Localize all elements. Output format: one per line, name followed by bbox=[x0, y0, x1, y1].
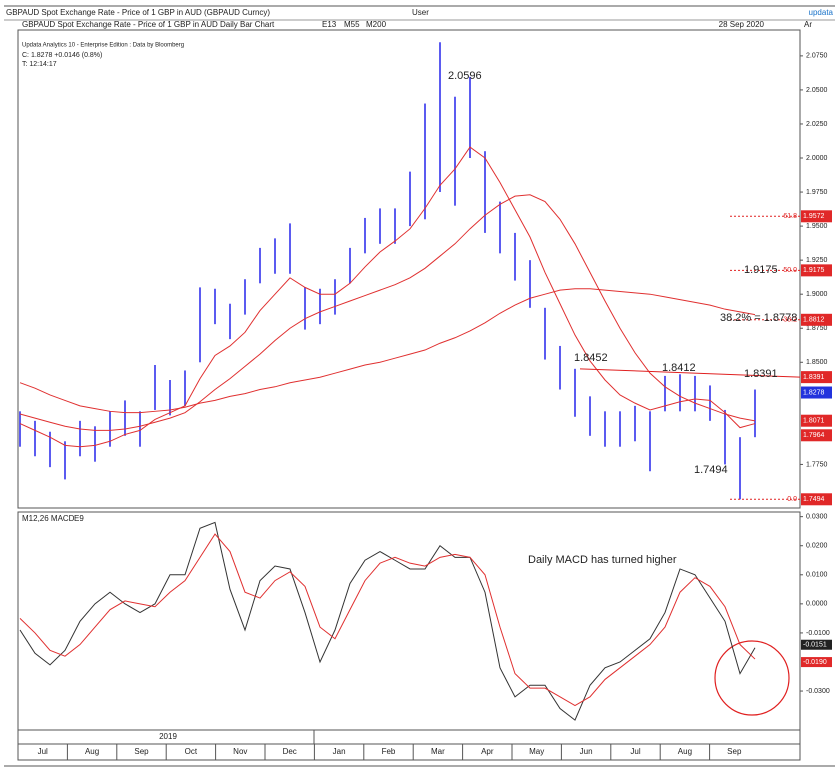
y-tick-label: -0.0100 bbox=[806, 630, 830, 637]
y-tick-label: 2.0250 bbox=[806, 121, 828, 128]
x-tick-label: Feb bbox=[382, 747, 396, 756]
macd-title: M12,26 MACD bbox=[22, 514, 75, 523]
fib-level: 38.2 bbox=[783, 317, 797, 324]
y-tick-label: 1.9500 bbox=[806, 223, 828, 230]
info-line: C: 1.8278 +0.0146 (0.8%) bbox=[22, 52, 102, 59]
y-tick-label: 0.0000 bbox=[806, 601, 828, 608]
x-tick-label: Nov bbox=[233, 747, 247, 756]
x-tick-label: Jul bbox=[38, 747, 48, 756]
x-tick-label: Jan bbox=[333, 747, 346, 756]
price-label-box bbox=[801, 313, 832, 326]
x-tick-label: Sep bbox=[134, 747, 149, 756]
price-label: 1.8278 bbox=[803, 389, 825, 396]
y-tick-label: 1.9250 bbox=[806, 257, 828, 264]
scale-type: Ar bbox=[804, 20, 812, 29]
y-tick-label: 2.0000 bbox=[806, 155, 828, 162]
y-tick-label: 1.9000 bbox=[806, 291, 828, 298]
chart-date: 28 Sep 2020 bbox=[719, 20, 765, 29]
value-label-box bbox=[801, 657, 832, 668]
y-tick-label: -0.0300 bbox=[806, 688, 830, 695]
annotation: 1.8452 bbox=[574, 352, 608, 364]
annotation: 2.0596 bbox=[448, 70, 482, 82]
price-label: 1.8391 bbox=[803, 374, 825, 381]
fib-level: 50.0 bbox=[783, 267, 797, 274]
moving-average bbox=[19, 288, 756, 414]
x-tick-label: Aug bbox=[678, 747, 692, 756]
annotation: 1.8391 bbox=[744, 368, 778, 380]
price-label-box bbox=[801, 371, 832, 384]
moving-average bbox=[19, 194, 756, 431]
price-label-box bbox=[801, 493, 832, 506]
x-tick-label: Apr bbox=[481, 747, 494, 756]
price-label: 1.9572 bbox=[803, 213, 825, 220]
y-tick-label: 1.7750 bbox=[806, 461, 828, 468]
main-panel bbox=[17, 29, 801, 509]
chart-title: GBPAUD Spot Exchange Rate - Price of 1 G… bbox=[22, 20, 275, 29]
y-tick-label: 0.0200 bbox=[806, 543, 828, 550]
legend-signal: E9 bbox=[74, 514, 84, 523]
highlight-circle bbox=[714, 640, 790, 716]
moving-average bbox=[19, 146, 756, 448]
x-tick-label: Dec bbox=[283, 747, 297, 756]
header-user: User bbox=[412, 8, 429, 17]
price-label: 1.8071 bbox=[803, 418, 825, 425]
macd-line bbox=[19, 533, 756, 707]
value-label-box bbox=[801, 639, 832, 650]
annotation: 38.2% = 1.8778 bbox=[720, 312, 797, 324]
legend-label: M200 bbox=[366, 20, 387, 29]
info-line: Updata Analytics 10 - Enterprise Edition… bbox=[22, 43, 184, 49]
x-tick-label: Sep bbox=[727, 747, 742, 756]
price-label-box bbox=[801, 386, 832, 399]
annotation: 1.8412 bbox=[662, 362, 696, 374]
price-label-box bbox=[801, 429, 832, 442]
legend-label: E13 bbox=[322, 20, 337, 29]
y-tick-label: 0.0100 bbox=[806, 572, 828, 579]
y-tick-label: 2.0500 bbox=[806, 87, 828, 94]
x-tick-label: Jul bbox=[630, 747, 640, 756]
y-tick-label: 1.8750 bbox=[806, 325, 828, 332]
y-tick-label: 1.8500 bbox=[806, 359, 828, 366]
price-label: 1.8812 bbox=[803, 317, 825, 324]
header-title: GBPAUD Spot Exchange Rate - Price of 1 G… bbox=[6, 8, 270, 17]
x-tick-label: May bbox=[529, 747, 544, 756]
annotation: Daily MACD has turned higher bbox=[528, 554, 677, 566]
info-line: T: 12:14:17 bbox=[22, 61, 57, 68]
y-tick-label: 1.9750 bbox=[806, 189, 828, 196]
legend-label: M55 bbox=[344, 20, 360, 29]
x-tick-label: Jun bbox=[580, 747, 593, 756]
x-tick-label: Aug bbox=[85, 747, 99, 756]
price-label: 1.7494 bbox=[803, 496, 825, 503]
price-label-box bbox=[801, 210, 832, 223]
y-tick-label: 2.0750 bbox=[806, 53, 828, 60]
fib-level: 0.0 bbox=[787, 496, 797, 503]
value-label: -0.0190 bbox=[803, 659, 827, 666]
price-label-box bbox=[801, 414, 832, 427]
price-label-box bbox=[801, 264, 832, 277]
x-tick-label: Mar bbox=[431, 747, 445, 756]
annotation: 1.7494 bbox=[694, 464, 728, 476]
fib-level: 61.8 bbox=[783, 213, 797, 220]
macd-line bbox=[19, 521, 756, 721]
annotation: 1.9175 bbox=[744, 264, 778, 276]
value-label: -0.0151 bbox=[803, 642, 827, 649]
price-label: 1.9175 bbox=[803, 267, 825, 274]
trendline bbox=[579, 368, 801, 378]
y-tick-label: 0.0300 bbox=[806, 513, 828, 520]
brand[interactable]: updata bbox=[809, 8, 834, 17]
price-label: 1.7964 bbox=[803, 432, 825, 439]
x-tick-label: Oct bbox=[185, 747, 198, 756]
year-label: 2019 bbox=[159, 732, 177, 741]
macd-panel bbox=[17, 511, 801, 731]
